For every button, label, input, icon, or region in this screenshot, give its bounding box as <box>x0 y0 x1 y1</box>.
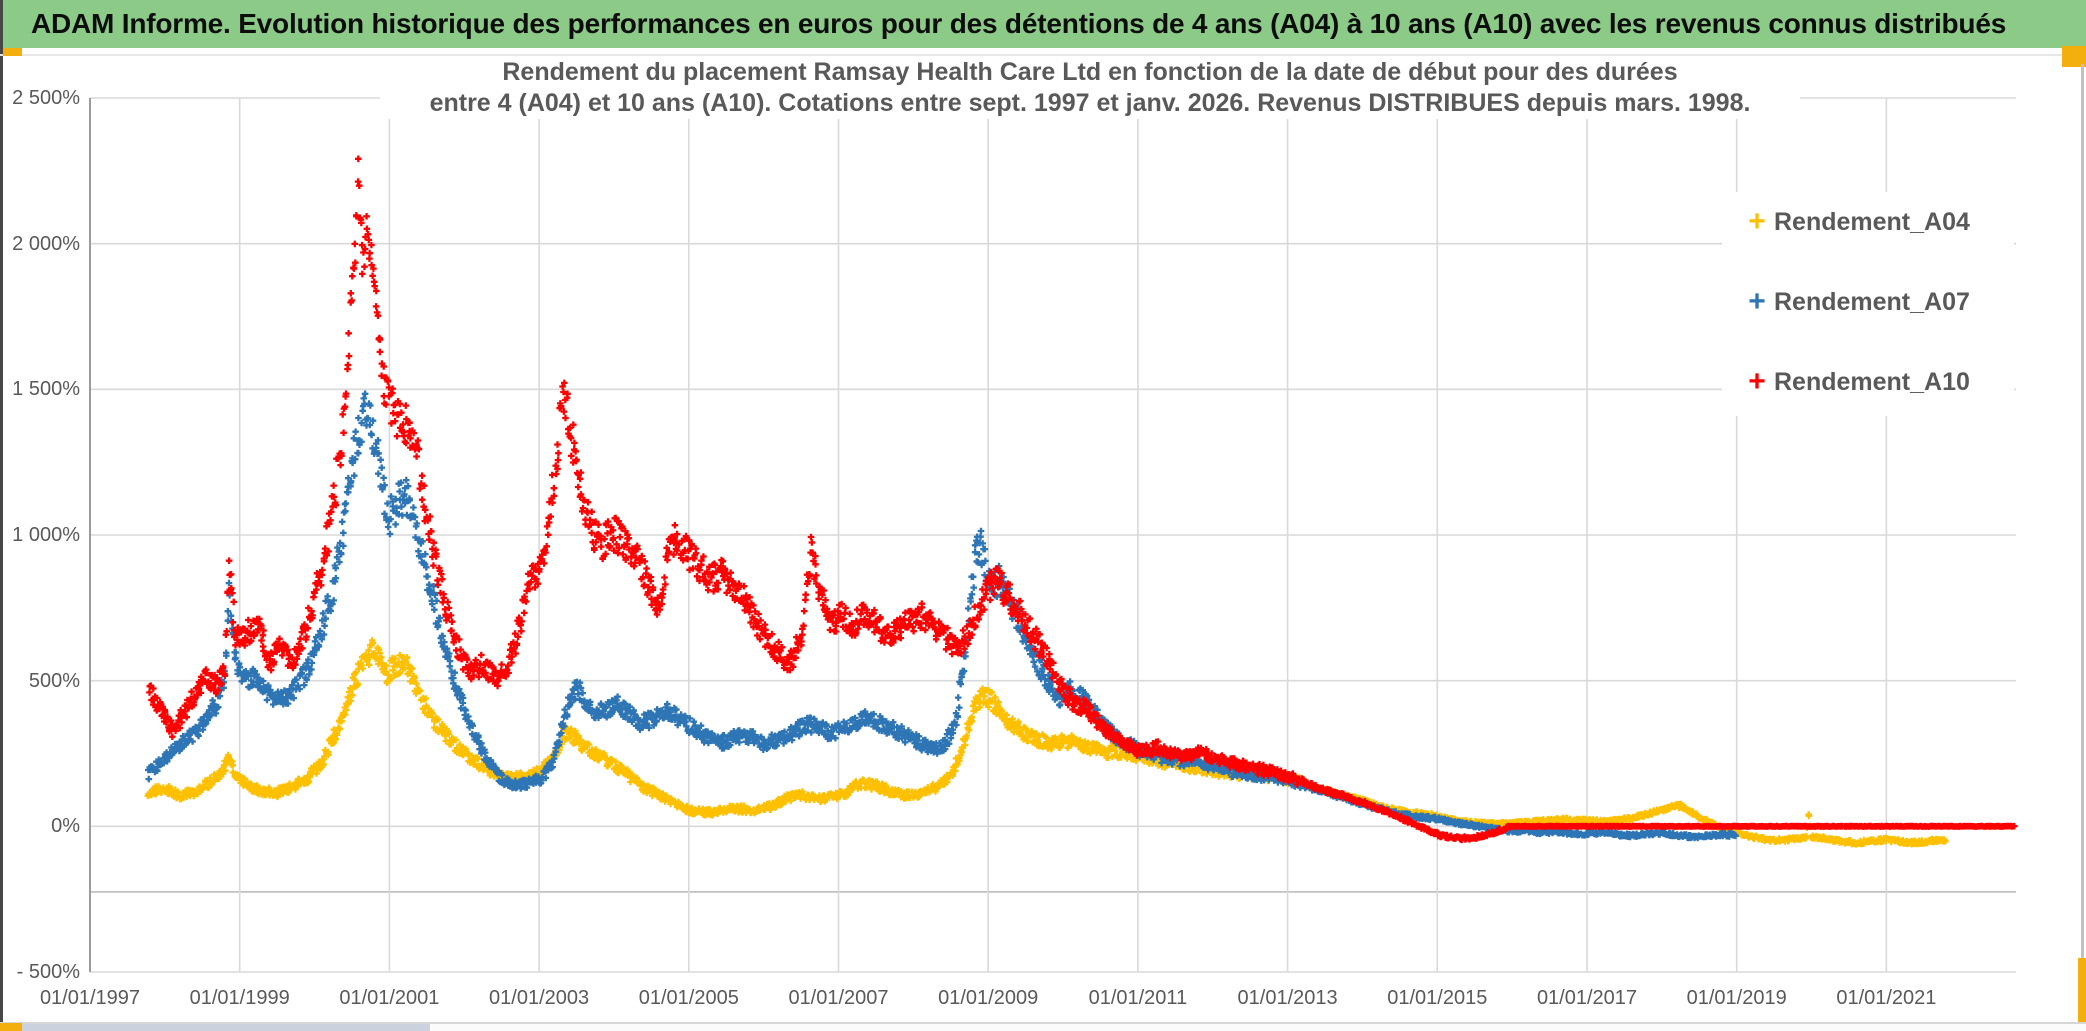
x-tick-label: 01/01/2021 <box>1836 987 1937 1009</box>
x-tick-label: 01/01/2011 <box>1088 987 1188 1009</box>
chart-title: Rendement du placement Ramsay Health Car… <box>380 57 1800 119</box>
legend-label: Rendement_A04 <box>1774 207 1970 236</box>
x-tick-label: 01/01/2009 <box>938 987 1039 1009</box>
y-tick-label: 1 500% <box>12 378 80 401</box>
vertical-scrollbar-thumb[interactable] <box>2078 958 2086 1024</box>
x-tick-label: 01/01/2001 <box>339 987 440 1009</box>
window-left-border <box>0 0 3 1023</box>
y-tick-label: 2 500% <box>12 87 80 109</box>
series-Rendement_A10[interactable] <box>146 155 2018 844</box>
plus-marker-icon: + <box>1748 365 1766 398</box>
header-accent-right <box>2062 46 2086 67</box>
y-tick-label: - 500% <box>16 961 80 983</box>
data-series-markers <box>144 155 2018 848</box>
horizontal-scrollbar-track[interactable] <box>0 1024 2086 1031</box>
y-tick-label: 2 000% <box>12 232 80 255</box>
chart-title-line2: entre 4 (A04) et 10 ans (A10). Cotations… <box>429 89 1751 117</box>
plus-marker-icon: + <box>1748 205 1766 238</box>
app-header-title: ADAM Informe. Evolution historique des p… <box>31 8 2007 39</box>
y-tick-label: 1 000% <box>12 524 80 546</box>
x-tick-label: 01/01/2019 <box>1686 987 1787 1009</box>
series-Rendement_A07[interactable] <box>145 390 1739 842</box>
bottom-left-accent <box>0 1023 22 1031</box>
horizontal-scrollbar-thumb[interactable] <box>22 1024 430 1031</box>
x-tick-label: 01/01/2013 <box>1237 987 1338 1009</box>
header-accent-left <box>3 48 22 56</box>
y-tick-label: 0% <box>51 815 80 838</box>
app-header-banner: ADAM Informe. Evolution historique des p… <box>3 0 2086 48</box>
chart-title-line1: Rendement du placement Ramsay Health Car… <box>502 58 1678 86</box>
x-tick-label: 01/01/2007 <box>788 987 889 1009</box>
legend-label: Rendement_A10 <box>1774 367 1970 396</box>
y-tick-label: 500% <box>28 669 80 692</box>
x-tick-label: 01/01/2003 <box>489 987 590 1009</box>
legend-item-a07[interactable]: + Rendement_A07 <box>1740 280 2000 324</box>
x-tick-label: 01/01/2017 <box>1536 987 1638 1009</box>
chart-legend[interactable]: + Rendement_A04 + Rendement_A07 + Rendem… <box>1722 192 2014 416</box>
plus-marker-icon: + <box>1748 285 1766 318</box>
x-tick-label: 01/01/1999 <box>189 987 290 1009</box>
window-right-border <box>2081 64 2084 960</box>
legend-item-a04[interactable]: + Rendement_A04 <box>1740 200 2000 244</box>
header-divider <box>0 54 2086 56</box>
x-tick-label: 01/01/1997 <box>39 987 141 1009</box>
x-tick-label: 01/01/2005 <box>638 987 739 1009</box>
x-tick-label: 01/01/2015 <box>1387 987 1488 1009</box>
legend-item-a10[interactable]: + Rendement_A10 <box>1740 360 2000 404</box>
window-bottom-divider <box>0 1022 2086 1024</box>
legend-label: Rendement_A07 <box>1774 287 1970 316</box>
